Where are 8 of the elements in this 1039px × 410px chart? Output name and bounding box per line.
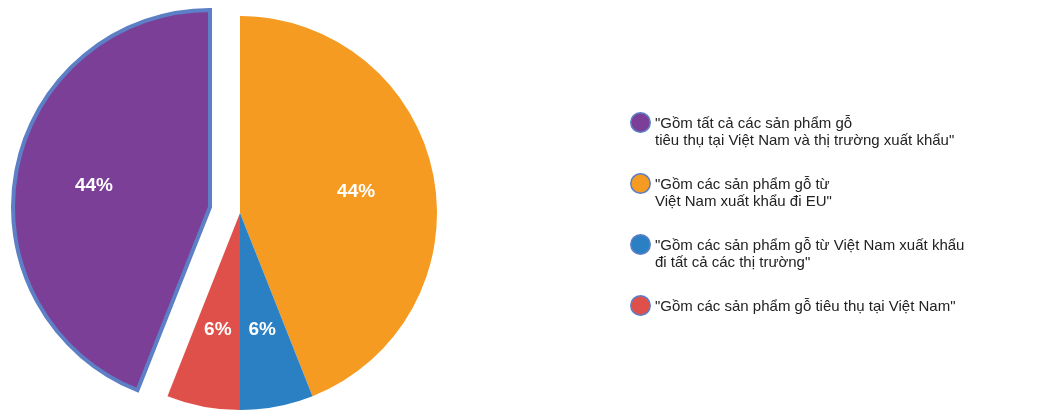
data-label: 6% bbox=[204, 318, 232, 340]
data-label: 44% bbox=[74, 173, 114, 195]
data-label: 44% bbox=[337, 179, 376, 201]
legend-label: "Gồm các sản phẩm gỗ từ Việt Nam xuất khẩu đi EU" bbox=[655, 174, 832, 209]
data-label: 6% bbox=[248, 318, 276, 340]
legend-label: "Gồm tất cả các sản phẩm gỗ tiêu thụ tại Việt Nam và thị trường xuất khẩu" bbox=[655, 113, 955, 148]
legend-label: "Gồm các sản phẩm gỗ tiêu thụ tại Việt Nam" bbox=[655, 296, 956, 314]
legend-label: "Gồm các sản phẩm gỗ từ Việt Nam xuất khẩu đi tất cả các thị trường" bbox=[655, 235, 965, 270]
